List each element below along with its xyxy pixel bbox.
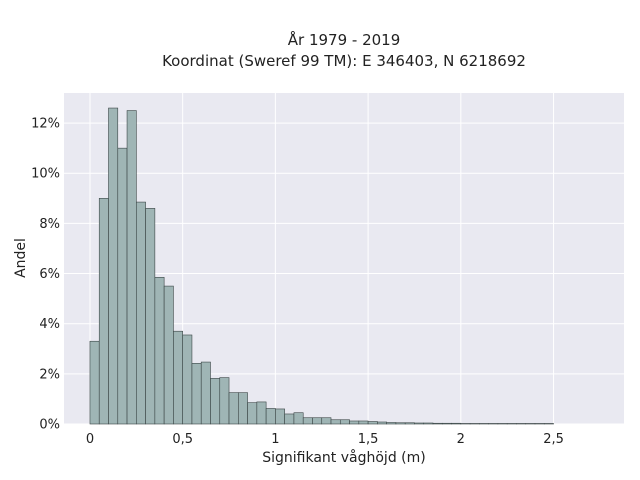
y-tick-label: 0% xyxy=(39,418,60,433)
histogram-bar xyxy=(219,377,230,425)
histogram-bar xyxy=(247,402,258,425)
histogram-bar xyxy=(497,423,508,425)
histogram-bar xyxy=(377,421,387,425)
x-axis-label: Signifikant våghöjd (m) xyxy=(262,449,425,466)
y-tick-label: 10% xyxy=(31,167,60,182)
histogram-bar xyxy=(302,417,313,425)
x-tick-label: 0 xyxy=(86,432,94,447)
y-tick-labels: 0% 2% 4% 6% 8% 10% 12% xyxy=(31,117,60,433)
chart-title-line2: Koordinat (Sweref 99 TM): E 346403, N 62… xyxy=(162,52,526,70)
histogram-bar xyxy=(265,408,276,425)
histogram-bar xyxy=(516,423,527,425)
histogram-bar xyxy=(108,107,119,425)
y-tick-label: 8% xyxy=(39,217,60,232)
histogram-bar xyxy=(275,408,285,425)
histogram-bar xyxy=(330,419,341,425)
y-tick-label: 6% xyxy=(39,267,60,282)
x-tick-label: 2 xyxy=(457,432,465,447)
chart-title-line1: År 1979 - 2019 xyxy=(288,30,401,49)
histogram-bar xyxy=(525,423,536,425)
histogram-bar xyxy=(163,285,174,425)
histogram-bar xyxy=(469,423,480,425)
histogram-bar xyxy=(154,277,165,425)
histogram-bar xyxy=(349,420,360,425)
histogram-bar xyxy=(89,340,100,425)
histogram-bar xyxy=(358,420,369,425)
histogram-bar xyxy=(293,412,304,425)
histogram-bar xyxy=(145,208,156,425)
y-tick-label: 2% xyxy=(39,367,60,382)
x-tick-label: 2,5 xyxy=(543,432,564,447)
histogram-bar xyxy=(404,422,415,425)
histogram-bar xyxy=(126,110,137,425)
histogram-bar xyxy=(441,422,452,425)
histogram-bars xyxy=(89,107,554,425)
histogram-bar xyxy=(238,392,248,425)
histogram-bar xyxy=(386,422,397,425)
histogram-bar xyxy=(173,330,183,425)
histogram-bar xyxy=(451,422,462,425)
histogram-bar xyxy=(339,419,350,425)
histogram-bar xyxy=(200,361,211,425)
y-axis-label: Andel xyxy=(13,238,29,278)
y-tick-label: 12% xyxy=(31,117,60,132)
histogram-bar xyxy=(321,417,332,425)
x-tick-labels: 0 0,5 1 1,5 2 2,5 xyxy=(86,432,564,447)
histogram-bar xyxy=(210,378,221,425)
histogram-bar xyxy=(191,363,202,425)
histogram-bar xyxy=(312,417,323,425)
y-tick-label: 4% xyxy=(39,317,60,332)
histogram-bar xyxy=(228,392,239,425)
histogram-bar xyxy=(488,423,499,425)
x-tick-label: 0,5 xyxy=(172,432,193,447)
histogram-bar xyxy=(284,413,295,425)
histogram-bar xyxy=(136,201,146,425)
histogram-bar xyxy=(460,423,471,425)
histogram-bar xyxy=(98,198,109,425)
histogram-bar xyxy=(506,423,517,425)
histogram-bar xyxy=(534,423,545,425)
histogram-bar xyxy=(256,401,267,425)
x-tick-label: 1 xyxy=(271,432,279,447)
histogram-bar xyxy=(395,422,406,425)
histogram-bar xyxy=(423,422,434,425)
histogram-bar xyxy=(432,422,443,425)
histogram-bar xyxy=(182,334,193,425)
histogram-bar xyxy=(479,423,489,425)
histogram-bar xyxy=(117,147,128,425)
histogram-bar xyxy=(367,421,378,425)
x-tick-label: 1,5 xyxy=(358,432,379,447)
histogram-bar xyxy=(414,422,425,425)
histogram-bar xyxy=(543,423,554,425)
